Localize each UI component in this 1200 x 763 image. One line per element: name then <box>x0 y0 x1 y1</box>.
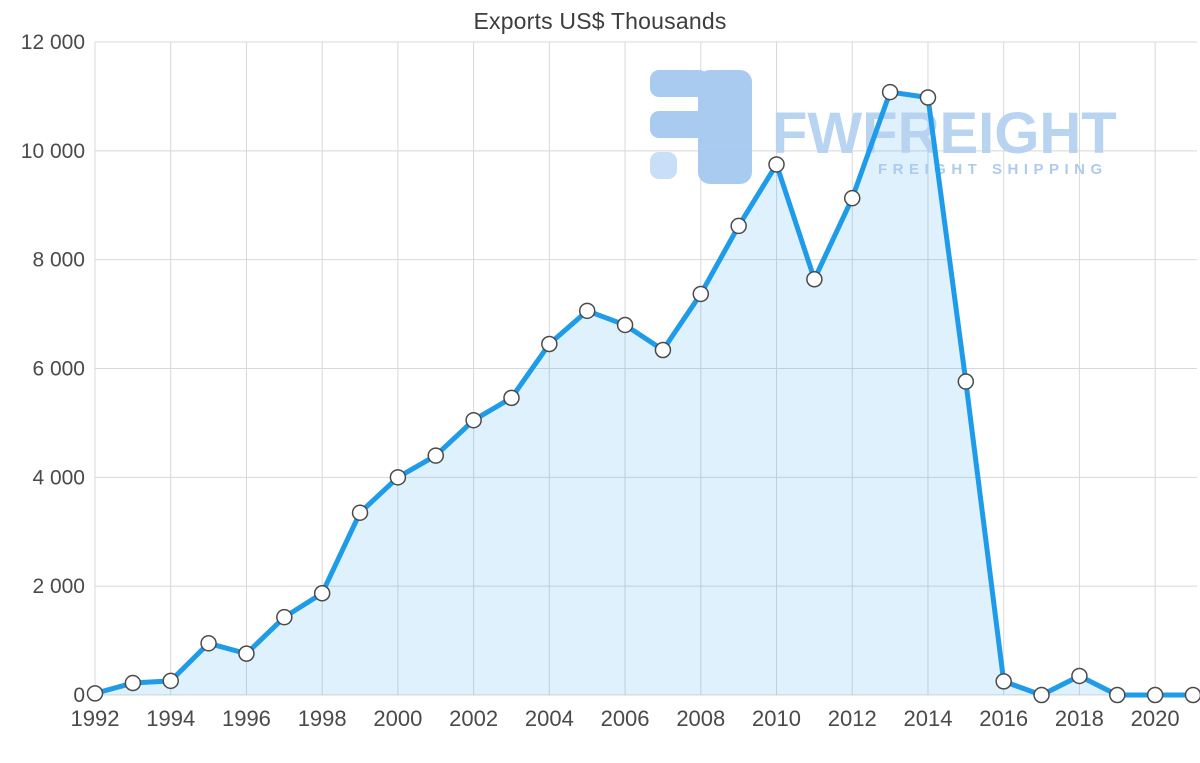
data-point-marker <box>1146 686 1164 704</box>
y-axis-tick-label: 0 <box>73 684 85 707</box>
x-axis-tick-label: 2010 <box>752 706 801 731</box>
watermark-logo-bar-top <box>650 70 708 97</box>
data-point-marker <box>1109 686 1126 704</box>
data-point-marker <box>503 389 520 407</box>
x-axis-tick-label: 2016 <box>979 706 1028 731</box>
data-point-marker <box>806 271 823 288</box>
data-point-marker <box>995 673 1012 690</box>
marker-layer <box>86 83 1200 704</box>
watermark-logo-bar-mid <box>650 111 708 138</box>
x-axis-tick-label: 1992 <box>71 706 120 731</box>
data-point-marker <box>276 608 293 626</box>
x-axis-tick-label: 2014 <box>903 706 952 731</box>
data-point-marker <box>465 411 482 429</box>
y-axis-tick-label: 8 000 <box>32 249 85 272</box>
data-point-marker <box>768 156 785 173</box>
y-axis-tick-label: 6 000 <box>32 358 85 381</box>
data-point-marker <box>389 469 407 486</box>
y-axis-tick-label: 10 000 <box>21 140 85 163</box>
x-axis-tick-label: 2018 <box>1055 706 1104 731</box>
x-axis-tick-label: 2006 <box>601 706 650 731</box>
data-point-marker <box>162 672 179 690</box>
data-point-marker <box>843 189 861 207</box>
data-point-marker <box>578 302 596 320</box>
data-point-marker <box>427 447 445 464</box>
x-axis-labels: 1992 1994 1996 1998 2000 2002 2004 2006 2008 2010… <box>71 706 1180 731</box>
watermark: FWFREIGHT FREIGHT SHIPPING <box>650 70 1117 184</box>
data-point-marker <box>692 285 710 303</box>
series-area-fill <box>95 92 1193 695</box>
data-point-marker <box>351 504 369 521</box>
grid-layer <box>94 41 1197 696</box>
data-point-marker <box>200 635 217 652</box>
data-point-marker <box>881 83 899 101</box>
data-point-marker <box>238 645 255 662</box>
x-axis-tick-label: 2012 <box>828 706 877 731</box>
data-point-marker <box>654 341 672 359</box>
area-layer <box>95 92 1193 695</box>
y-axis-labels: 0 2 000 4 000 6 000 8 000 10 000 12 000 <box>21 31 85 707</box>
x-axis-tick-label: 1994 <box>146 706 195 731</box>
data-point-marker <box>957 373 975 390</box>
data-point-marker <box>1033 686 1050 704</box>
data-point-marker <box>124 674 142 692</box>
data-point-marker <box>313 584 331 602</box>
x-axis-tick-label: 2000 <box>373 706 422 731</box>
y-axis-tick-label: 4 000 <box>32 466 85 489</box>
data-point-marker <box>1184 686 1200 704</box>
watermark-logo-square <box>650 152 677 179</box>
data-point-marker <box>919 89 937 106</box>
x-axis-tick-label: 2004 <box>525 706 574 731</box>
x-axis-tick-label: 2002 <box>449 706 498 731</box>
x-axis-tick-label: 1996 <box>222 706 271 731</box>
data-point-marker <box>730 217 747 235</box>
y-axis-tick-label: 12 000 <box>21 31 85 54</box>
watermark-title: FWFREIGHT <box>772 101 1117 166</box>
chart-title: Exports US$ Thousands <box>473 8 727 34</box>
data-point-marker <box>541 335 558 353</box>
watermark-subtitle: FREIGHT SHIPPING <box>878 161 1108 178</box>
data-point-marker <box>86 685 104 702</box>
x-axis-tick-label: 2020 <box>1131 706 1180 731</box>
x-axis-tick-label: 1998 <box>298 706 347 731</box>
y-axis-tick-label: 2 000 <box>32 575 85 598</box>
data-point-marker <box>1071 667 1088 685</box>
x-axis-tick-label: 2008 <box>676 706 725 731</box>
watermark-logo-block <box>698 70 752 184</box>
data-point-marker <box>616 316 634 334</box>
